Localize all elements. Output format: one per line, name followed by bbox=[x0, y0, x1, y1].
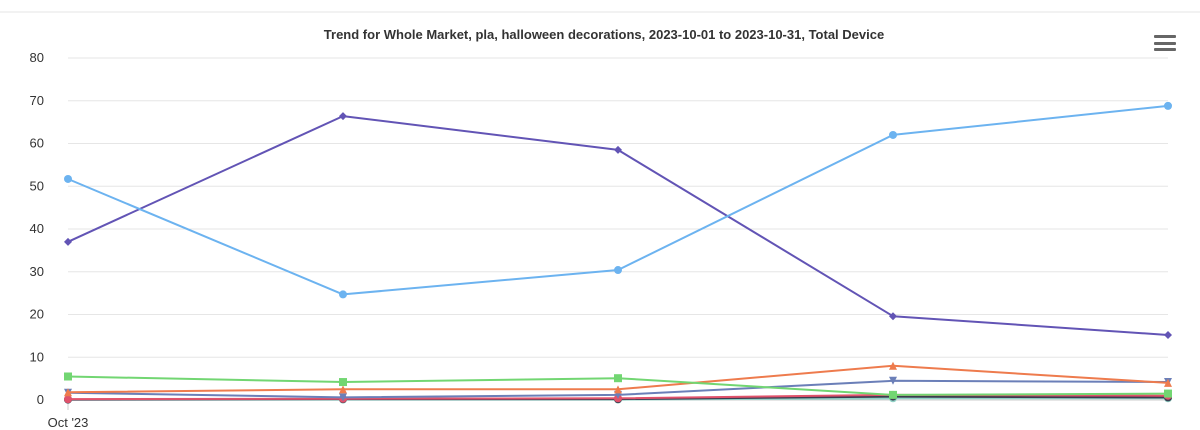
menu-icon-bar bbox=[1154, 48, 1176, 51]
y-tick-label: 30 bbox=[30, 264, 44, 279]
y-tick-label: 80 bbox=[30, 50, 44, 65]
data-point bbox=[614, 145, 622, 154]
menu-icon-bar bbox=[1154, 35, 1176, 38]
data-point bbox=[339, 290, 347, 299]
data-point bbox=[614, 266, 622, 275]
menu-icon[interactable] bbox=[1154, 34, 1176, 52]
y-axis: 0 10 20 30 40 50 60 70 80 bbox=[30, 50, 44, 407]
series-group bbox=[64, 101, 1172, 404]
x-tick-label: Oct '23 bbox=[48, 415, 89, 430]
data-point bbox=[1164, 389, 1172, 398]
series-4 bbox=[64, 361, 1172, 397]
data-point bbox=[64, 395, 72, 404]
y-tick-label: 20 bbox=[30, 307, 44, 322]
data-point bbox=[1164, 331, 1172, 340]
y-tick-label: 60 bbox=[30, 136, 44, 151]
data-point bbox=[339, 385, 347, 394]
series-2 bbox=[64, 112, 1172, 340]
data-point bbox=[339, 393, 347, 402]
data-point bbox=[1164, 101, 1172, 110]
y-tick-label: 0 bbox=[37, 392, 44, 407]
x-axis: Oct '23 bbox=[48, 400, 89, 430]
y-tick-label: 10 bbox=[30, 349, 44, 364]
y-tick-label: 40 bbox=[30, 221, 44, 236]
data-point bbox=[889, 130, 897, 139]
y-tick-label: 50 bbox=[30, 178, 44, 193]
data-point bbox=[64, 372, 72, 381]
series-3 bbox=[64, 372, 1172, 399]
data-point bbox=[339, 112, 347, 121]
data-point bbox=[889, 312, 897, 321]
data-point bbox=[1164, 378, 1172, 387]
data-point bbox=[889, 361, 897, 370]
y-tick-label: 70 bbox=[30, 93, 44, 108]
data-point bbox=[64, 388, 72, 397]
data-point bbox=[889, 390, 897, 399]
data-point bbox=[614, 374, 622, 383]
data-point bbox=[64, 237, 72, 246]
grid-lines bbox=[68, 57, 1168, 401]
data-point bbox=[339, 378, 347, 387]
series-1 bbox=[64, 101, 1172, 299]
menu-icon-bar bbox=[1154, 41, 1176, 45]
data-point bbox=[614, 385, 622, 394]
data-point bbox=[64, 174, 72, 183]
data-point bbox=[889, 376, 897, 385]
chart-title: Trend for Whole Market, pla, halloween d… bbox=[324, 27, 884, 42]
